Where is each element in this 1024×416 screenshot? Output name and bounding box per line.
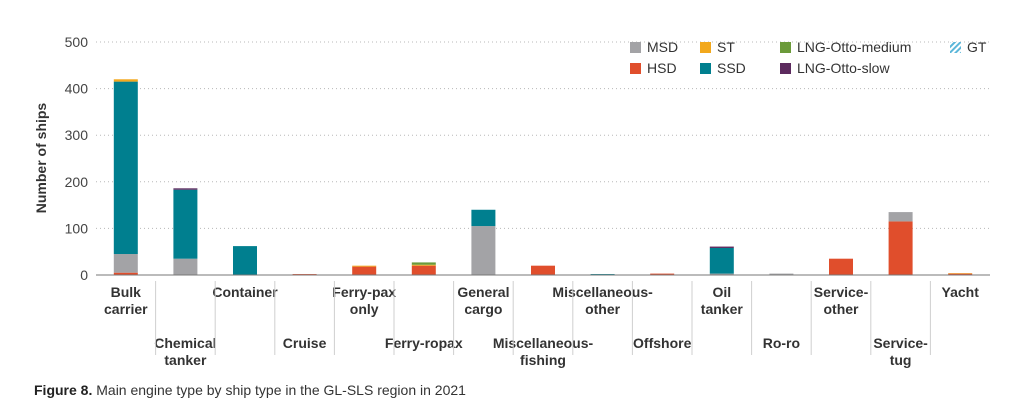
category-label: Ro-ro	[763, 335, 800, 351]
y-tick-label: 500	[65, 34, 89, 50]
category-label: Bulk	[111, 284, 142, 300]
legend-swatch-ssd	[700, 63, 711, 74]
bar-segment-lng-otto-slow	[173, 188, 198, 190]
bar-segment-ssd	[709, 247, 734, 274]
legend-label: GT	[967, 39, 987, 55]
category-label: Container	[212, 284, 278, 300]
legend-label: MSD	[647, 39, 678, 55]
legend-swatch-msd	[630, 42, 641, 53]
bar-segment-msd	[888, 212, 913, 222]
category-label: tanker	[164, 352, 207, 368]
bar-segment-lng-otto-medium	[411, 262, 436, 265]
category-label: Ferry-pax	[332, 284, 396, 300]
legend-swatch-hsd	[630, 63, 641, 74]
gridlines	[96, 41, 990, 229]
category-label: Service-	[873, 335, 928, 351]
category-label: other	[824, 301, 860, 317]
legend-swatch-lng-otto-medium	[780, 42, 791, 53]
category-label: tanker	[701, 301, 744, 317]
figure-caption-text: Main engine type by ship type in the GL-…	[96, 382, 466, 398]
y-axis-label: Number of ships	[33, 103, 49, 214]
bar-segment-hsd	[650, 273, 675, 275]
category-label: Chemical	[154, 335, 216, 351]
bar-segment-st	[948, 273, 973, 274]
legend-label: ST	[717, 39, 735, 55]
figure-caption-label: Figure 8.	[34, 382, 93, 398]
bar-segment-ssd	[173, 189, 198, 259]
legend-swatch-st	[700, 42, 711, 53]
bar-segment-msd	[471, 226, 496, 275]
category-label: Cruise	[283, 335, 327, 351]
category-labels: BulkcarrierChemicaltankerContainerCruise…	[104, 281, 979, 368]
category-label: Oil	[712, 284, 731, 300]
bar-segment-msd	[113, 254, 138, 273]
bar-segment-hsd	[352, 266, 377, 275]
category-label: Miscellaneous-	[552, 284, 653, 300]
category-label: Service-	[814, 284, 869, 300]
legend-label: HSD	[647, 60, 677, 76]
y-axis-ticks: 0 100 200 300 400 500	[65, 34, 89, 283]
bar-segment-hsd	[531, 265, 555, 275]
bar-segment-lng-otto-slow	[709, 246, 734, 248]
category-label: carrier	[104, 301, 148, 317]
bar-segment-msd	[769, 273, 794, 275]
legend-swatch-gt	[950, 42, 961, 53]
legend: MSD ST LNG-Otto-medium GT HSD SSD LNG-Otto-slo…	[630, 39, 987, 76]
legend-swatch-lng-otto-slow	[780, 63, 791, 74]
category-label: fishing	[520, 352, 566, 368]
bar-segment-st	[113, 79, 138, 82]
bar-segment-msd	[173, 258, 198, 275]
y-tick-label: 100	[65, 220, 89, 236]
bar-segment-hsd	[829, 258, 853, 275]
y-tick-label: 300	[65, 127, 89, 143]
y-tick-label: 200	[65, 174, 89, 190]
legend-label: LNG-Otto-medium	[797, 39, 911, 55]
legend-label: SSD	[717, 60, 746, 76]
y-tick-label: 0	[80, 267, 88, 283]
category-label: Offshore	[633, 335, 692, 351]
bar-segment-hsd	[411, 265, 436, 275]
category-label: General	[457, 284, 509, 300]
figure-caption: Figure 8. Main engine type by ship type …	[34, 382, 466, 398]
bar-segment-st	[352, 265, 377, 267]
bar-segment-msd	[709, 273, 734, 275]
legend-label: LNG-Otto-slow	[797, 60, 890, 76]
bar-segment-ssd	[233, 246, 257, 275]
bar-segment-ssd	[471, 209, 496, 227]
category-label: other	[585, 301, 621, 317]
bar-segment-ssd	[113, 81, 138, 255]
bar-segment-hsd	[888, 221, 913, 275]
category-label: Ferry-ropax	[385, 335, 463, 351]
bar-segment-st	[411, 264, 436, 266]
bar-segment-hsd	[948, 273, 973, 275]
bar-segment-hsd	[113, 272, 138, 275]
category-label: cargo	[464, 301, 502, 317]
category-label: Miscellaneous-	[493, 335, 594, 351]
category-label: Yacht	[942, 284, 980, 300]
y-tick-label: 400	[65, 81, 89, 97]
category-label: only	[350, 301, 379, 317]
category-label: tug	[890, 352, 912, 368]
bars	[113, 79, 973, 275]
